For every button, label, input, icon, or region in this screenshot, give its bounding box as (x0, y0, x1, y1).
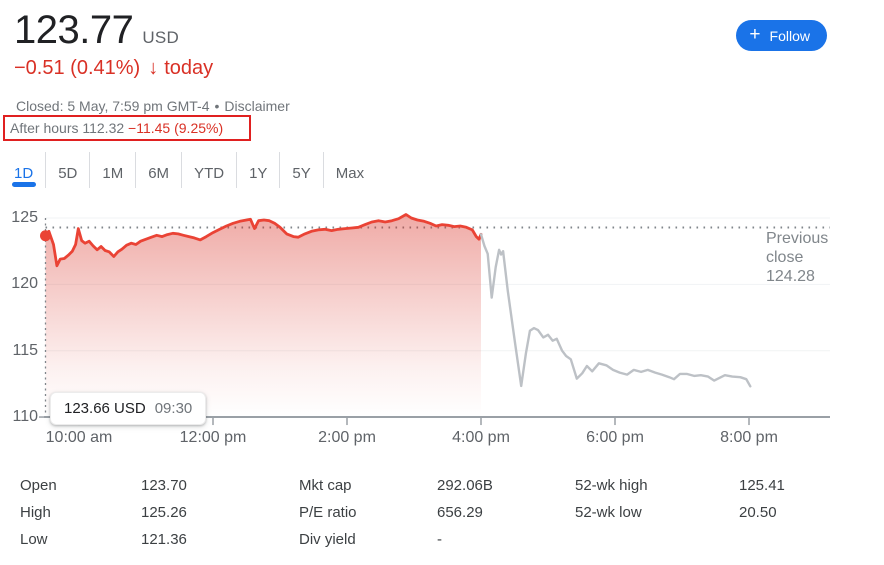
price-change-row: −0.51 (0.41%) ↓ today (14, 57, 213, 80)
y-axis-label: 110 (12, 408, 38, 426)
stats-column: Open 123.70 High 125.26 Low 121.36 (20, 472, 299, 553)
x-axis-label: 2:00 pm (318, 429, 376, 446)
stat-value: 125.26 (141, 504, 187, 521)
tab-label: 1M (102, 164, 124, 182)
tab-1d[interactable]: 1D (2, 152, 45, 188)
tooltip-price: 123.66 USD (64, 400, 146, 417)
stat-value: 20.50 (739, 504, 777, 521)
market-status-text: Closed: 5 May, 7:59 pm GMT-4 (16, 98, 210, 114)
price-chart[interactable]: 125 120 115 110 10:00 am 12:00 pm 2:00 pm 4:00 … (0, 205, 884, 455)
plus-icon: + (749, 23, 761, 45)
x-axis-label: 4:00 pm (452, 429, 510, 446)
market-hours-line (44, 213, 483, 268)
stat-52wk-high: 52-wk high 125.41 (575, 472, 884, 499)
stat-label: 52-wk high (575, 477, 648, 494)
after-hours-change: −11.45 (9.25%) (128, 120, 224, 136)
stat-value: 292.06B (437, 477, 493, 494)
range-tabs: 1D 5D 1M 6M YTD 1Y 5Y Max (2, 152, 376, 188)
tab-label: 5Y (292, 164, 311, 182)
after-hours-line (479, 233, 752, 388)
tab-6m[interactable]: 6M (135, 152, 181, 188)
tab-label: Max (335, 164, 365, 182)
y-axis-label: 120 (11, 275, 38, 293)
tab-5d[interactable]: 5D (45, 152, 89, 188)
y-axis-label: 115 (12, 341, 38, 359)
stat-value: - (437, 531, 442, 548)
x-axis-label: 6:00 pm (586, 429, 644, 446)
change-value: −0.51 (0.41%) (14, 57, 141, 79)
stat-value: 121.36 (141, 531, 187, 548)
stats-column: Mkt cap 292.06B P/E ratio 656.29 Div yield… (299, 472, 575, 553)
bullet-separator: • (214, 98, 220, 114)
tab-label: YTD (194, 164, 225, 182)
tab-ytd[interactable]: YTD (181, 152, 236, 188)
stat-label: Mkt cap (299, 477, 352, 494)
stat-value: 656.29 (437, 504, 483, 521)
after-hours-row: After hours 112.32 −11.45 (9.25%) (10, 120, 223, 136)
tab-max[interactable]: Max (322, 152, 376, 188)
stat-open: Open 123.70 (20, 472, 299, 499)
tab-label: 1Y (249, 164, 268, 182)
stat-label: Div yield (299, 531, 356, 548)
price-row: 123.77 USD (14, 8, 179, 52)
stat-mkt-cap: Mkt cap 292.06B (299, 472, 575, 499)
previous-close-label: Previous close 124.28 (766, 230, 829, 285)
x-axis-label: 12:00 pm (179, 429, 247, 446)
tab-5y[interactable]: 5Y (279, 152, 322, 188)
chart-tooltip: 123.66 USD 09:30 (50, 392, 207, 425)
stat-pe-ratio: P/E ratio 656.29 (299, 499, 575, 526)
stat-value: 125.41 (739, 477, 785, 494)
stat-label: 52-wk low (575, 504, 642, 521)
tooltip-time: 09:30 (154, 400, 193, 417)
stat-label: P/E ratio (299, 504, 357, 521)
tab-label: 5D (58, 164, 78, 182)
market-status-row: Closed: 5 May, 7:59 pm GMT-4 • Disclaimer (16, 98, 290, 114)
tab-1m[interactable]: 1M (89, 152, 135, 188)
start-point-marker (40, 230, 51, 242)
price-chart-canvas[interactable] (0, 205, 884, 455)
y-axis-label: 125 (11, 209, 38, 226)
stat-value: 123.70 (141, 477, 187, 494)
tab-label: 6M (148, 164, 170, 182)
stat-52wk-low: 52-wk low 20.50 (575, 499, 884, 526)
stat-label: Open (20, 477, 57, 494)
change-period-label: today (164, 57, 214, 79)
disclaimer-link[interactable]: Disclaimer (224, 98, 290, 114)
x-axis-label: 8:00 pm (720, 429, 778, 446)
x-axis-label: 10:00 am (45, 429, 113, 446)
tab-label: 1D (14, 164, 34, 182)
stats-table: Open 123.70 High 125.26 Low 121.36 Mkt cap 2… (0, 472, 884, 553)
currency-label: USD (142, 28, 180, 47)
stat-div-yield: Div yield - (299, 526, 575, 553)
tab-1y[interactable]: 1Y (236, 152, 279, 188)
after-hours-quote: After hours 112.32 (10, 120, 125, 136)
arrow-down-icon: ↓ (148, 57, 159, 79)
follow-button-label: Follow (769, 27, 810, 44)
stock-price: 123.77 (14, 8, 134, 52)
stat-high: High 125.26 (20, 499, 299, 526)
stat-low: Low 121.36 (20, 526, 299, 553)
stat-label: Low (20, 531, 48, 548)
stat-label: High (20, 504, 51, 521)
market-hours-area (45, 214, 481, 418)
follow-button[interactable]: + Follow (736, 20, 827, 51)
stats-column: 52-wk high 125.41 52-wk low 20.50 (575, 472, 884, 553)
